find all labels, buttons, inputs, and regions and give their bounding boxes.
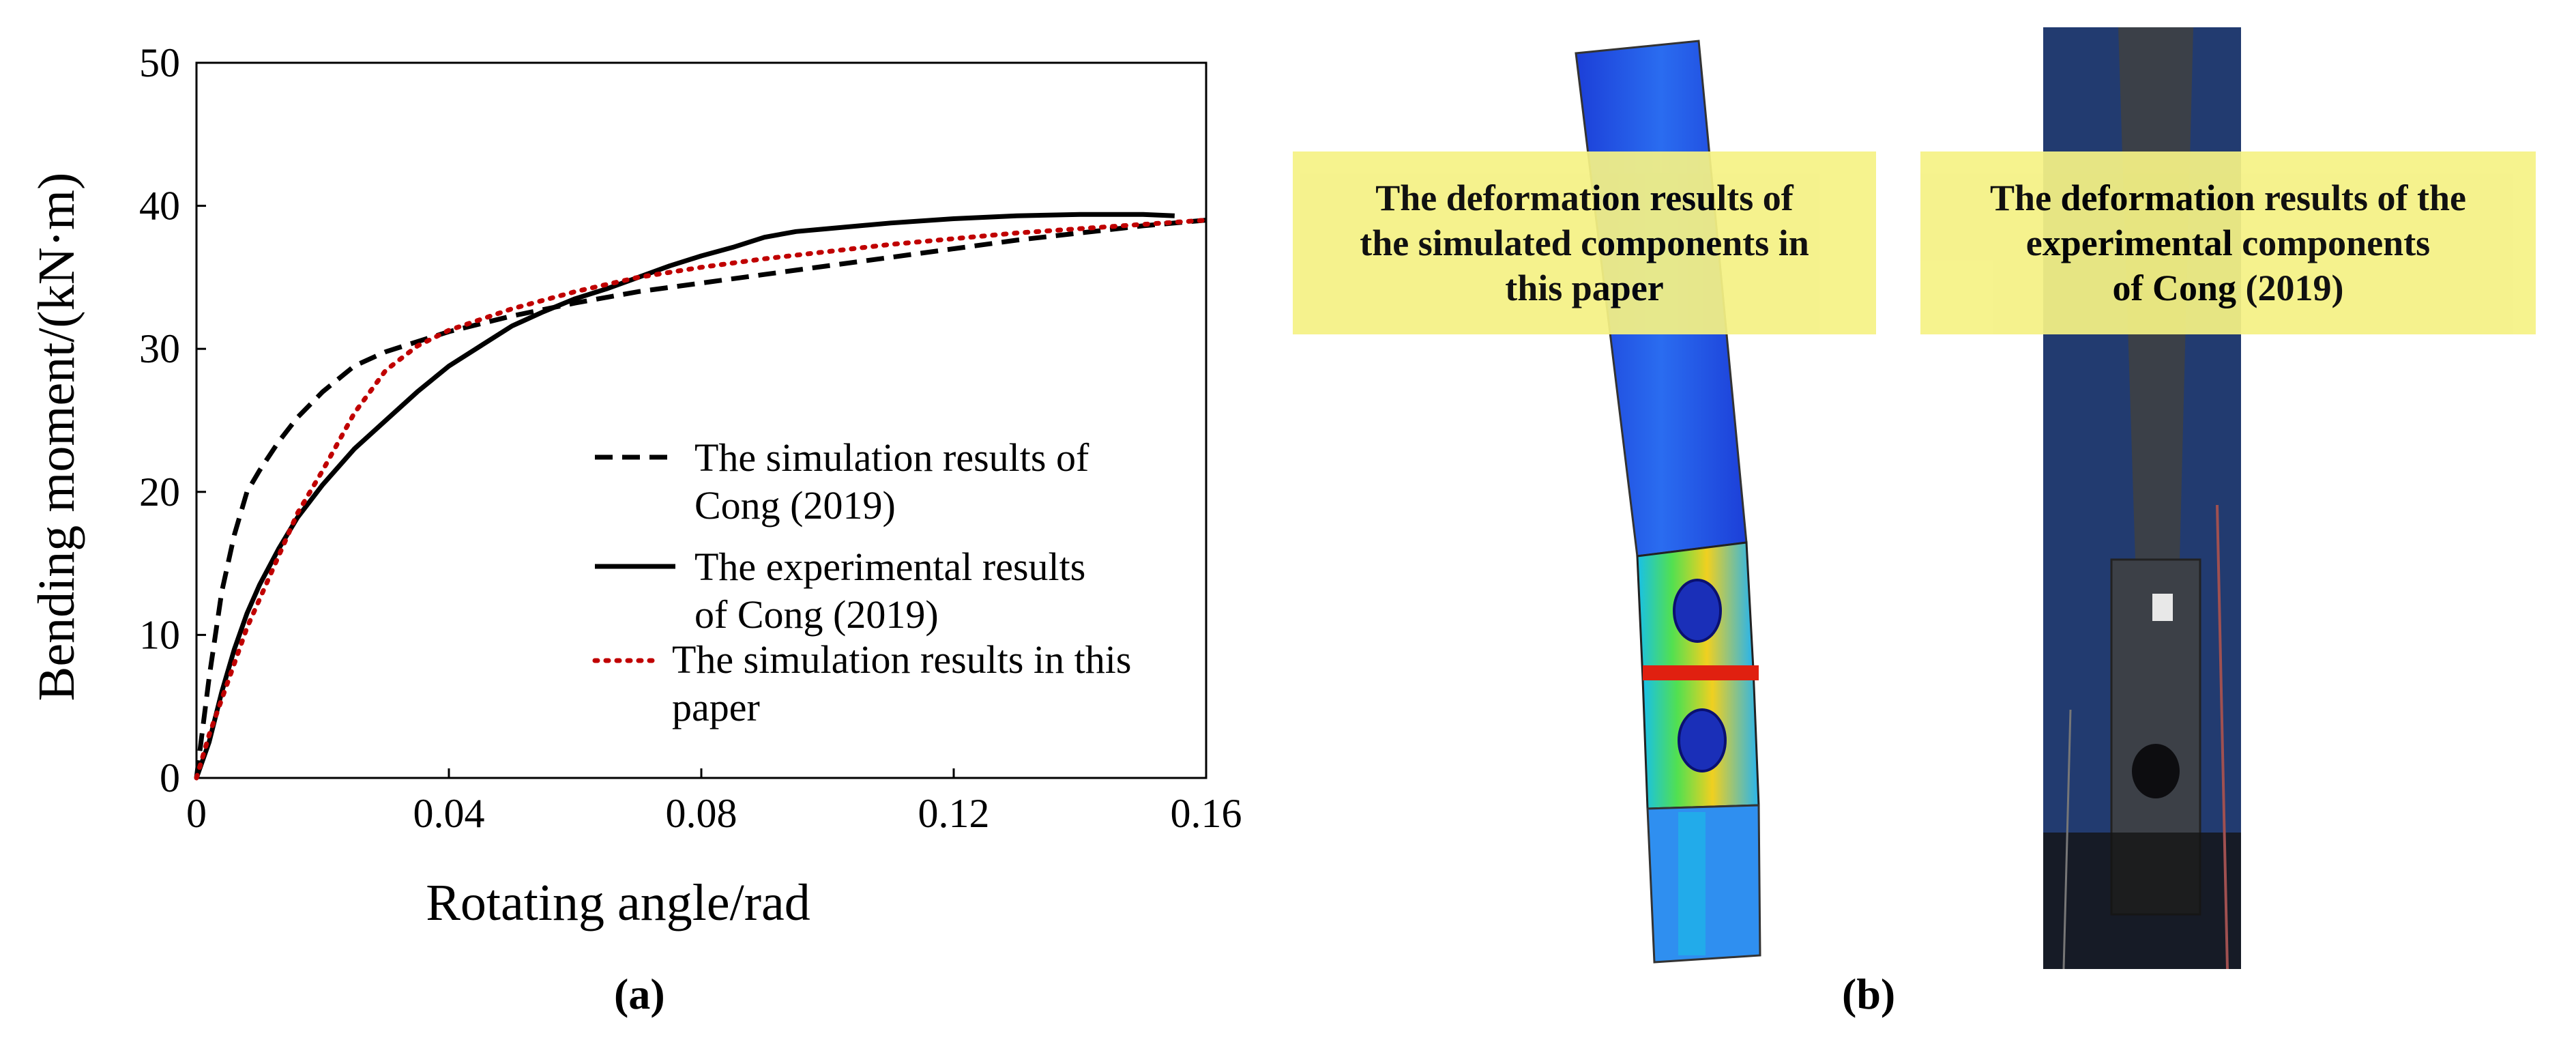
- legend-label-line: of Cong (2019): [694, 592, 939, 637]
- legend-label-line: The simulation results in this: [672, 637, 1131, 682]
- legend-label-line: Cong (2019): [694, 483, 896, 528]
- x-tick-label: 0.04: [413, 791, 485, 836]
- y-tick-label: 10: [139, 612, 180, 657]
- x-tick-label: 0.16: [1171, 791, 1242, 836]
- callout-simulated: The deformation results of the simulated…: [1293, 151, 1876, 334]
- y-tick-label: 40: [139, 184, 180, 229]
- y-tick-label: 20: [139, 469, 180, 515]
- callout-experimental: The deformation results of the experimen…: [1920, 151, 2536, 334]
- legend-label-line: The simulation results of: [694, 435, 1089, 480]
- x-tick-label: 0.12: [918, 791, 990, 836]
- legend-label-1: The simulation results of Cong (2019): [694, 435, 1089, 528]
- series-line-1: [194, 218, 1207, 779]
- y-tick-label: 0: [160, 755, 180, 800]
- x-tick-label: 0.08: [666, 791, 737, 836]
- x-tick-label: 0: [186, 791, 207, 836]
- line-chart: 0 0.04 0.08 0.12 0.16 0 10 20 30 40 50 The simulat…: [28, 40, 1242, 931]
- y-tick-label: 50: [139, 40, 180, 85]
- panel-a-label: (a): [614, 970, 665, 1018]
- legend-label-3: The simulation results in this paper: [672, 637, 1131, 729]
- series-line-3: [194, 218, 1209, 781]
- chart-legend: The simulation results of Cong (2019)The …: [592, 435, 1131, 729]
- panel-b-label: (b): [1842, 970, 1896, 1018]
- legend-label-2: The experimental results of Cong (2019): [694, 545, 1085, 637]
- series-line-2: [194, 212, 1175, 779]
- legend-label-line: paper: [672, 685, 760, 729]
- legend-label-line: The experimental results: [694, 545, 1085, 589]
- x-axis-label: Rotating angle/rad: [426, 874, 810, 931]
- y-axis-label: Bending moment/(kN·m): [28, 173, 85, 702]
- chart-ticks: 0 0.04 0.08 0.12 0.16 0 10 20 30 40 50: [139, 40, 1242, 836]
- y-tick-label: 30: [139, 326, 180, 371]
- chart-series: [194, 212, 1209, 781]
